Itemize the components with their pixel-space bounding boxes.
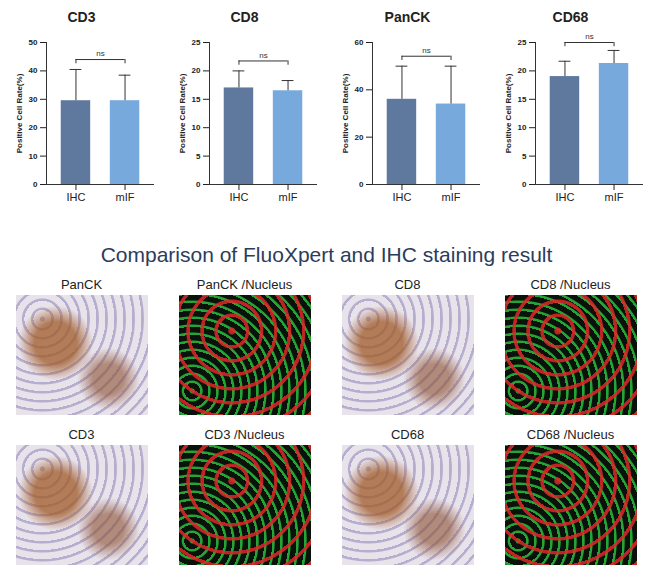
svg-text:IHC: IHC [392,191,411,203]
svg-text:20: 20 [354,133,363,142]
svg-text:mIF: mIF [441,191,460,203]
html-text:PanCK: PanCK [384,9,431,25]
svg-text:25: 25 [517,38,526,47]
svg-text:15: 15 [191,95,200,104]
html-text:CD68: CD68 [552,9,589,25]
html-text:CD3: CD3 [67,9,96,25]
html-text:PanCK: PanCK [60,277,103,292]
html-text:CD8: CD8 [230,9,259,25]
svg-text:IHC: IHC [229,191,248,203]
html-text:CD8 /Nucleus: CD8 /Nucleus [530,277,611,292]
svg-text:60: 60 [354,38,363,47]
svg-text:5: 5 [196,152,201,161]
svg-text:10: 10 [517,123,526,132]
svg-text:ns: ns [585,32,593,41]
svg-text:20: 20 [28,123,37,132]
svg-text:10: 10 [28,152,37,161]
svg-text:Positive Cell Rate(%): Positive Cell Rate(%) [341,73,350,153]
svg-text:0: 0 [33,180,38,189]
svg-text:5: 5 [522,152,527,161]
svg-text:20: 20 [517,66,526,75]
svg-text:10: 10 [191,123,200,132]
svg-text:40: 40 [354,85,363,94]
svg-text:30: 30 [28,95,37,104]
svg-text:50: 50 [28,38,37,47]
svg-text:ns: ns [259,51,267,60]
svg-text:mIF: mIF [278,191,297,203]
html-text:CD3 /Nucleus: CD3 /Nucleus [204,427,285,442]
svg-text:15: 15 [517,95,526,104]
svg-text:0: 0 [522,180,527,189]
svg-text:Positive Cell Rate(%): Positive Cell Rate(%) [15,73,24,153]
html-text:CD68 /Nucleus: CD68 /Nucleus [526,427,615,442]
svg-text:ns: ns [422,46,430,55]
svg-text:20: 20 [191,66,200,75]
svg-text:0: 0 [359,180,364,189]
html-text:Comparison of FluoXpert and IH: Comparison of FluoXpert and IHC staining… [100,243,553,266]
svg-text:mIF: mIF [115,191,134,203]
svg-text:40: 40 [28,66,37,75]
html-text:CD3: CD3 [68,427,95,442]
svg-text:IHC: IHC [555,191,574,203]
svg-text:0: 0 [196,180,201,189]
svg-text:mIF: mIF [604,191,623,203]
svg-text:25: 25 [191,38,200,47]
svg-text:Positive Cell Rate(%): Positive Cell Rate(%) [504,73,513,153]
html-text:CD8: CD8 [394,277,421,292]
html-text:CD68: CD68 [390,427,425,442]
svg-text:IHC: IHC [66,191,85,203]
svg-text:Positive Cell Rate(%): Positive Cell Rate(%) [178,73,187,153]
svg-text:ns: ns [96,49,104,58]
html-text:PanCK /Nucleus: PanCK /Nucleus [196,277,293,292]
